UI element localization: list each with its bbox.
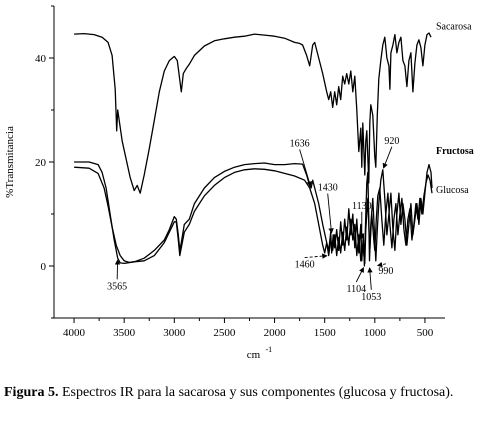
peak-label-1053: 1053 xyxy=(361,292,381,303)
x-tick-label: 500 xyxy=(417,327,434,339)
peak-label-920: 920 xyxy=(384,136,399,147)
series-line-fructosa xyxy=(74,161,433,267)
peak-arrow-990 xyxy=(376,261,386,268)
peak-label-1460: 1460 xyxy=(295,260,315,271)
peak-arrow-1430 xyxy=(327,193,334,234)
series-label-glucosa: Glucosa xyxy=(436,185,469,196)
peak-label-1104: 1104 xyxy=(346,284,366,295)
series-line-glucosa xyxy=(74,166,433,265)
y-tick-label: 20 xyxy=(35,157,47,169)
x-axis-label-superscript: -1 xyxy=(266,345,273,354)
peak-arrow-1104 xyxy=(355,266,364,283)
x-tick-label: 4000 xyxy=(63,327,86,339)
x-axis-label: cm xyxy=(247,349,261,361)
y-axis-label: %Transmitancia xyxy=(4,126,16,198)
peak-label-3565: 3565 xyxy=(107,281,127,292)
peak-label-1130: 1130 xyxy=(352,201,372,212)
peak-label-1636: 1636 xyxy=(290,138,310,149)
peak-arrow-920 xyxy=(382,146,393,169)
peak-label-990: 990 xyxy=(378,266,393,277)
y-tick-label: 0 xyxy=(41,261,47,273)
chart-svg: 4000 3500 3000 2500 2000 1500 1000 500 0 20 40 %Tra… xyxy=(4,5,474,361)
peak-arrow-1053 xyxy=(367,267,373,290)
figure-caption: Figura 5. Espectros IR para la sacarosa … xyxy=(4,384,486,401)
x-tick-label: 1500 xyxy=(314,327,337,339)
series-line-sacarosa xyxy=(74,32,432,194)
series-label-sacarosa: Sacarosa xyxy=(436,21,472,32)
peak-label-1430: 1430 xyxy=(318,183,338,194)
y-tick-label: 40 xyxy=(35,53,47,65)
caption-text: Espectros IR para la sacarosa y sus comp… xyxy=(58,385,454,400)
series-label-fructosa: Fructosa xyxy=(436,146,474,157)
peak-arrow-1460 xyxy=(304,253,328,259)
x-tick-label: 2000 xyxy=(264,327,287,339)
x-tick-label: 2500 xyxy=(213,327,236,339)
peak-arrow-1636 xyxy=(299,149,312,187)
x-tick-label: 3000 xyxy=(163,327,186,339)
caption-label: Figura 5. xyxy=(4,385,59,400)
ir-spectrum-chart: 4000 3500 3000 2500 2000 1500 1000 500 0 20 40 %Tra… xyxy=(4,5,474,361)
x-tick-label: 3500 xyxy=(113,327,136,339)
x-tick-label: 1000 xyxy=(364,327,387,339)
